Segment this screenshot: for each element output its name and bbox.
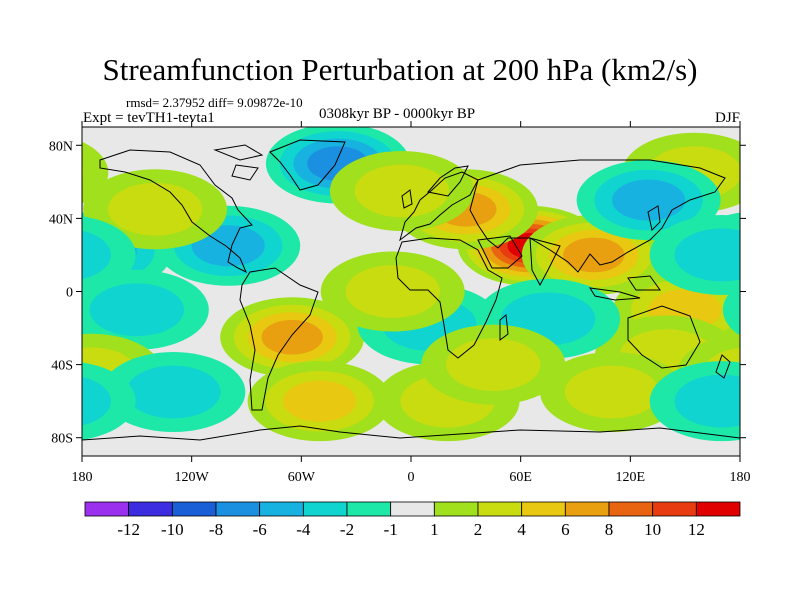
anomaly-contour: [674, 228, 740, 282]
anomaly-contour: [82, 376, 111, 426]
anomaly-contour: [0, 180, 27, 221]
anomaly-contour: [741, 169, 800, 249]
anomaly-contour: [0, 170, 45, 231]
anomaly-contour: [354, 164, 450, 218]
colorbar-swatch: [608, 501, 654, 517]
stats-line: rmsd= 2.37952 diff= 9.09872e-10: [126, 95, 303, 111]
lon-tick-label: 0: [408, 470, 415, 485]
lon-tick-label: 180: [72, 470, 93, 485]
anomaly-contour: [126, 365, 221, 419]
lon-tick-label: 120E: [616, 470, 646, 485]
anomaly-contour: [345, 265, 440, 318]
colorbar-label: 10: [644, 520, 661, 539]
colorbar-swatch: [433, 501, 479, 517]
anomaly-contour: [722, 283, 740, 336]
colorbar-swatch: [128, 501, 173, 517]
colorbar-swatch: [346, 501, 392, 517]
anomaly-contour: [107, 182, 203, 236]
anomaly-contour: [0, 215, 8, 295]
anomaly-contour: [0, 366, 1, 419]
period-label: 0308kyr BP - 0000kyr BP: [319, 106, 476, 122]
lon-tick-label: 120W: [175, 470, 210, 485]
lat-tick-label: 40S: [51, 359, 73, 374]
lon-tick-label: 180: [730, 470, 751, 485]
anomaly-contour: [612, 179, 686, 221]
anomaly-contour: [0, 329, 56, 382]
anomaly-contour: [563, 237, 625, 273]
chart-title: Streamfunction Perturbation at 200 hPa (…: [102, 52, 698, 87]
colorbar-label: 2: [474, 520, 483, 539]
anomaly-contour: [0, 352, 26, 432]
colorbar-label: -8: [209, 520, 223, 539]
anomaly-contour: [89, 283, 185, 337]
colorbar-label: 6: [561, 520, 570, 539]
colorbar-label: -6: [253, 520, 267, 539]
lat-tick-label: 40N: [49, 212, 73, 227]
lat-tick-label: 0: [66, 286, 73, 301]
colorbar-label: 12: [688, 520, 705, 539]
colorbar-label: -12: [117, 520, 140, 539]
diff-label: diff=: [208, 95, 234, 110]
lon-tick-label: 60E: [509, 470, 532, 485]
colorbar-label: 4: [517, 520, 526, 539]
anomaly-contour: [564, 365, 660, 419]
lat-tick-label: 80N: [49, 139, 73, 154]
colorbar-swatch: [652, 501, 697, 517]
season-label: DJF: [714, 110, 740, 126]
colorbar-label: -4: [296, 520, 311, 539]
colorbar-swatch: [390, 501, 435, 517]
colorbar: -12 -10 -8 -6 -4 -2 -1 1 2 4 6 8 10 12: [84, 501, 741, 539]
anomaly-contour: [759, 352, 800, 432]
coastlines: [82, 139, 740, 441]
axis-ticks: 180 120W 60W 0 60E 120E 180 80N 40N 0 40S 80S: [49, 121, 751, 485]
anomaly-contour: [261, 319, 323, 355]
colorbar-swatch: [564, 501, 610, 517]
experiment-label: Expt = tevTH1-tevta1: [83, 110, 215, 126]
anomaly-contour: [283, 380, 357, 422]
lon-tick-label: 60W: [288, 470, 316, 485]
colorbar-swatch: [477, 501, 523, 517]
anomaly-contour: [0, 289, 64, 330]
colorbar-swatch: [521, 501, 566, 517]
colorbar-swatch: [171, 501, 217, 517]
anomaly-fields: [0, 127, 800, 442]
anomaly-contour: [674, 374, 740, 428]
colorbar-label: -1: [384, 520, 398, 539]
anomaly-contour: [748, 283, 800, 336]
colorbar-label: 1: [430, 520, 439, 539]
anomaly-contour: [446, 338, 541, 392]
colorbar-swatch: [215, 501, 261, 517]
colorbar-label: -10: [161, 520, 184, 539]
anomaly-contour: [82, 230, 111, 280]
anomaly-contour: [766, 183, 800, 236]
colorbar-label: -2: [340, 520, 354, 539]
rmsd-value: 2.37952: [162, 95, 205, 110]
colorbar-swatch: [695, 501, 741, 517]
colorbar-swatch: [84, 501, 130, 517]
diff-value: 9.09872e-10: [237, 95, 303, 110]
colorbar-swatch: [259, 501, 304, 517]
anomaly-contour: [0, 315, 81, 395]
colorbar-swatch: [302, 501, 348, 517]
anomaly-contour: [0, 160, 63, 240]
colorbar-label: 8: [605, 520, 614, 539]
lat-tick-label: 80S: [51, 432, 73, 447]
anomaly-contour: [784, 366, 800, 419]
rmsd-label: rmsd=: [126, 95, 160, 110]
